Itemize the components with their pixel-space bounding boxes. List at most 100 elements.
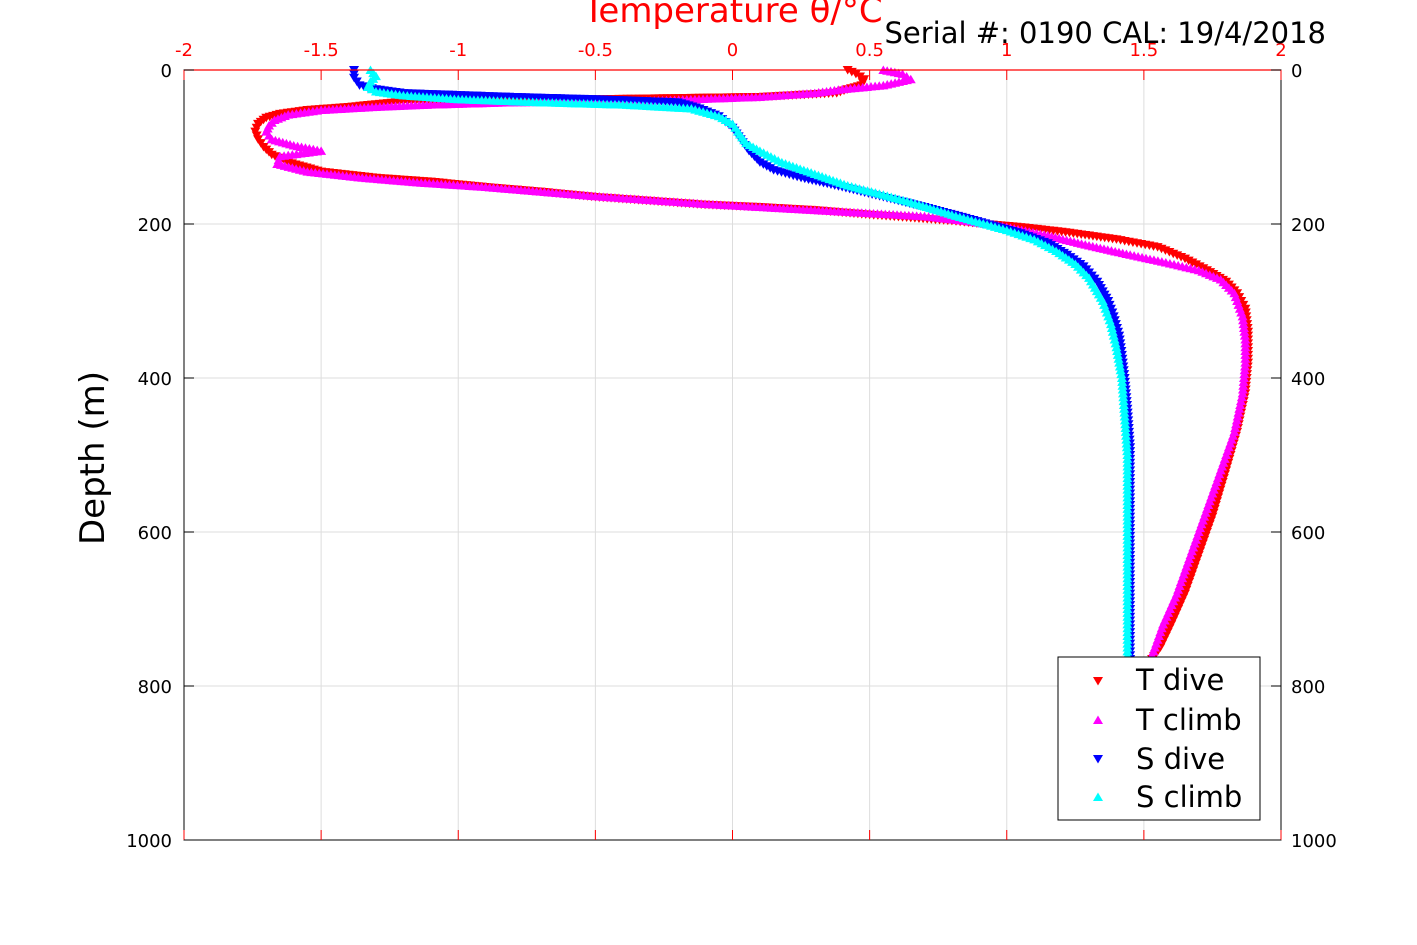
data-point xyxy=(1118,396,1129,406)
data-point xyxy=(1120,419,1131,429)
legend-marker-t-dive xyxy=(1093,677,1103,686)
data-point xyxy=(1234,404,1245,413)
data-point xyxy=(1239,331,1250,340)
data-point xyxy=(1114,358,1125,367)
data-point xyxy=(1115,365,1126,375)
legend: T dive T climb S dive S climb xyxy=(1057,656,1261,821)
y-tick-label-right: 1000 xyxy=(1291,831,1337,852)
x-tick-label: 0.5 xyxy=(855,40,884,61)
data-point xyxy=(1239,365,1250,375)
y-tick-label-right: 800 xyxy=(1291,677,1325,698)
legend-label-s-climb: S climb xyxy=(1136,780,1242,814)
data-point xyxy=(1121,435,1132,444)
legend-item-t-dive: T dive xyxy=(1093,663,1224,697)
data-point xyxy=(1237,388,1248,398)
legend-label-s-dive: S dive xyxy=(1136,742,1225,776)
data-point xyxy=(855,72,866,82)
data-point xyxy=(1120,427,1131,436)
x-tick-label: 1.5 xyxy=(1130,40,1159,61)
x-tick-label: -1.5 xyxy=(304,40,339,61)
data-point xyxy=(1116,373,1127,382)
data-point xyxy=(1113,354,1124,363)
legend-marker-t-climb xyxy=(1093,715,1103,724)
legend-marker-s-dive xyxy=(1093,755,1103,764)
data-point xyxy=(1119,408,1130,417)
data-point xyxy=(1117,385,1128,394)
x-tick-label: 2 xyxy=(1275,40,1286,61)
data-point xyxy=(1239,327,1250,336)
serial-cal-text: Serial #: 0190 CAL: 19/4/2018 xyxy=(884,16,1326,50)
data-point xyxy=(1235,396,1246,406)
data-point xyxy=(1233,408,1244,417)
y-tick-label-right: 0 xyxy=(1291,61,1302,82)
data-point xyxy=(1105,319,1116,329)
data-point xyxy=(1240,361,1251,371)
legend-marker-s-climb xyxy=(1093,792,1103,801)
data-point xyxy=(1119,412,1130,421)
data-point xyxy=(1114,361,1125,371)
data-point xyxy=(1236,392,1247,402)
data-point xyxy=(1237,385,1248,394)
data-point xyxy=(1112,346,1123,356)
data-point xyxy=(850,69,861,79)
y-tick-label-right: 200 xyxy=(1291,215,1325,236)
data-point xyxy=(1119,415,1130,425)
legend-label-t-climb: T climb xyxy=(1135,703,1242,737)
data-point xyxy=(1110,338,1121,348)
data-point xyxy=(1106,323,1117,332)
y-tick-label-right: 600 xyxy=(1291,523,1325,544)
data-point xyxy=(1232,412,1243,421)
series-s-dive xyxy=(349,66,1136,668)
y-tick-label-left: 1000 xyxy=(126,831,172,852)
y-tick-label-left: 600 xyxy=(138,523,172,544)
data-point xyxy=(1107,327,1118,336)
data-point xyxy=(1120,423,1131,433)
data-point xyxy=(1238,315,1249,325)
data-point xyxy=(1238,323,1249,332)
series-t-climb xyxy=(261,65,1251,667)
legend-item-s-climb: S climb xyxy=(1093,780,1242,814)
data-point xyxy=(1121,442,1132,452)
data-point xyxy=(1119,404,1130,413)
data-point xyxy=(1231,415,1242,425)
data-point xyxy=(1118,392,1129,402)
y-tick-label-left: 0 xyxy=(161,61,172,82)
legend-item-s-dive: S dive xyxy=(1093,742,1225,776)
x-tick-label: -1 xyxy=(449,40,467,61)
data-point xyxy=(1118,400,1129,409)
data-point xyxy=(1117,377,1128,386)
data-point xyxy=(1109,335,1120,344)
data-point xyxy=(1111,342,1122,352)
data-point xyxy=(1240,358,1251,367)
x-tick-label: 0 xyxy=(727,40,738,61)
data-point xyxy=(1112,350,1123,359)
data-point xyxy=(1238,319,1249,329)
data-point xyxy=(1231,419,1242,429)
data-point xyxy=(1118,388,1129,398)
data-point xyxy=(1108,331,1119,340)
y-tick-label-left: 200 xyxy=(138,215,172,236)
x-axis-title: Temperature θ/°C xyxy=(582,0,882,31)
data-point xyxy=(1239,369,1250,379)
y-axis-title: Depth (m) xyxy=(73,371,113,545)
data-series-layer xyxy=(250,65,1254,668)
y-tick-label-left: 400 xyxy=(138,369,172,390)
data-point xyxy=(1121,431,1132,440)
data-point xyxy=(1230,423,1241,433)
data-point xyxy=(1117,381,1128,390)
x-tick-label: -0.5 xyxy=(578,40,613,61)
legend-item-t-climb: T climb xyxy=(1093,703,1242,737)
data-point xyxy=(1238,373,1249,382)
data-point xyxy=(1237,311,1248,321)
legend-box xyxy=(1057,656,1261,821)
series-s-climb xyxy=(362,65,1133,667)
data-point xyxy=(1122,446,1133,456)
x-tick-label: 1 xyxy=(1001,40,1012,61)
data-point xyxy=(1238,377,1249,386)
data-point xyxy=(1116,369,1127,379)
data-point xyxy=(1238,381,1249,390)
x-tick-label: -2 xyxy=(175,40,193,61)
y-tick-label-right: 400 xyxy=(1291,369,1325,390)
